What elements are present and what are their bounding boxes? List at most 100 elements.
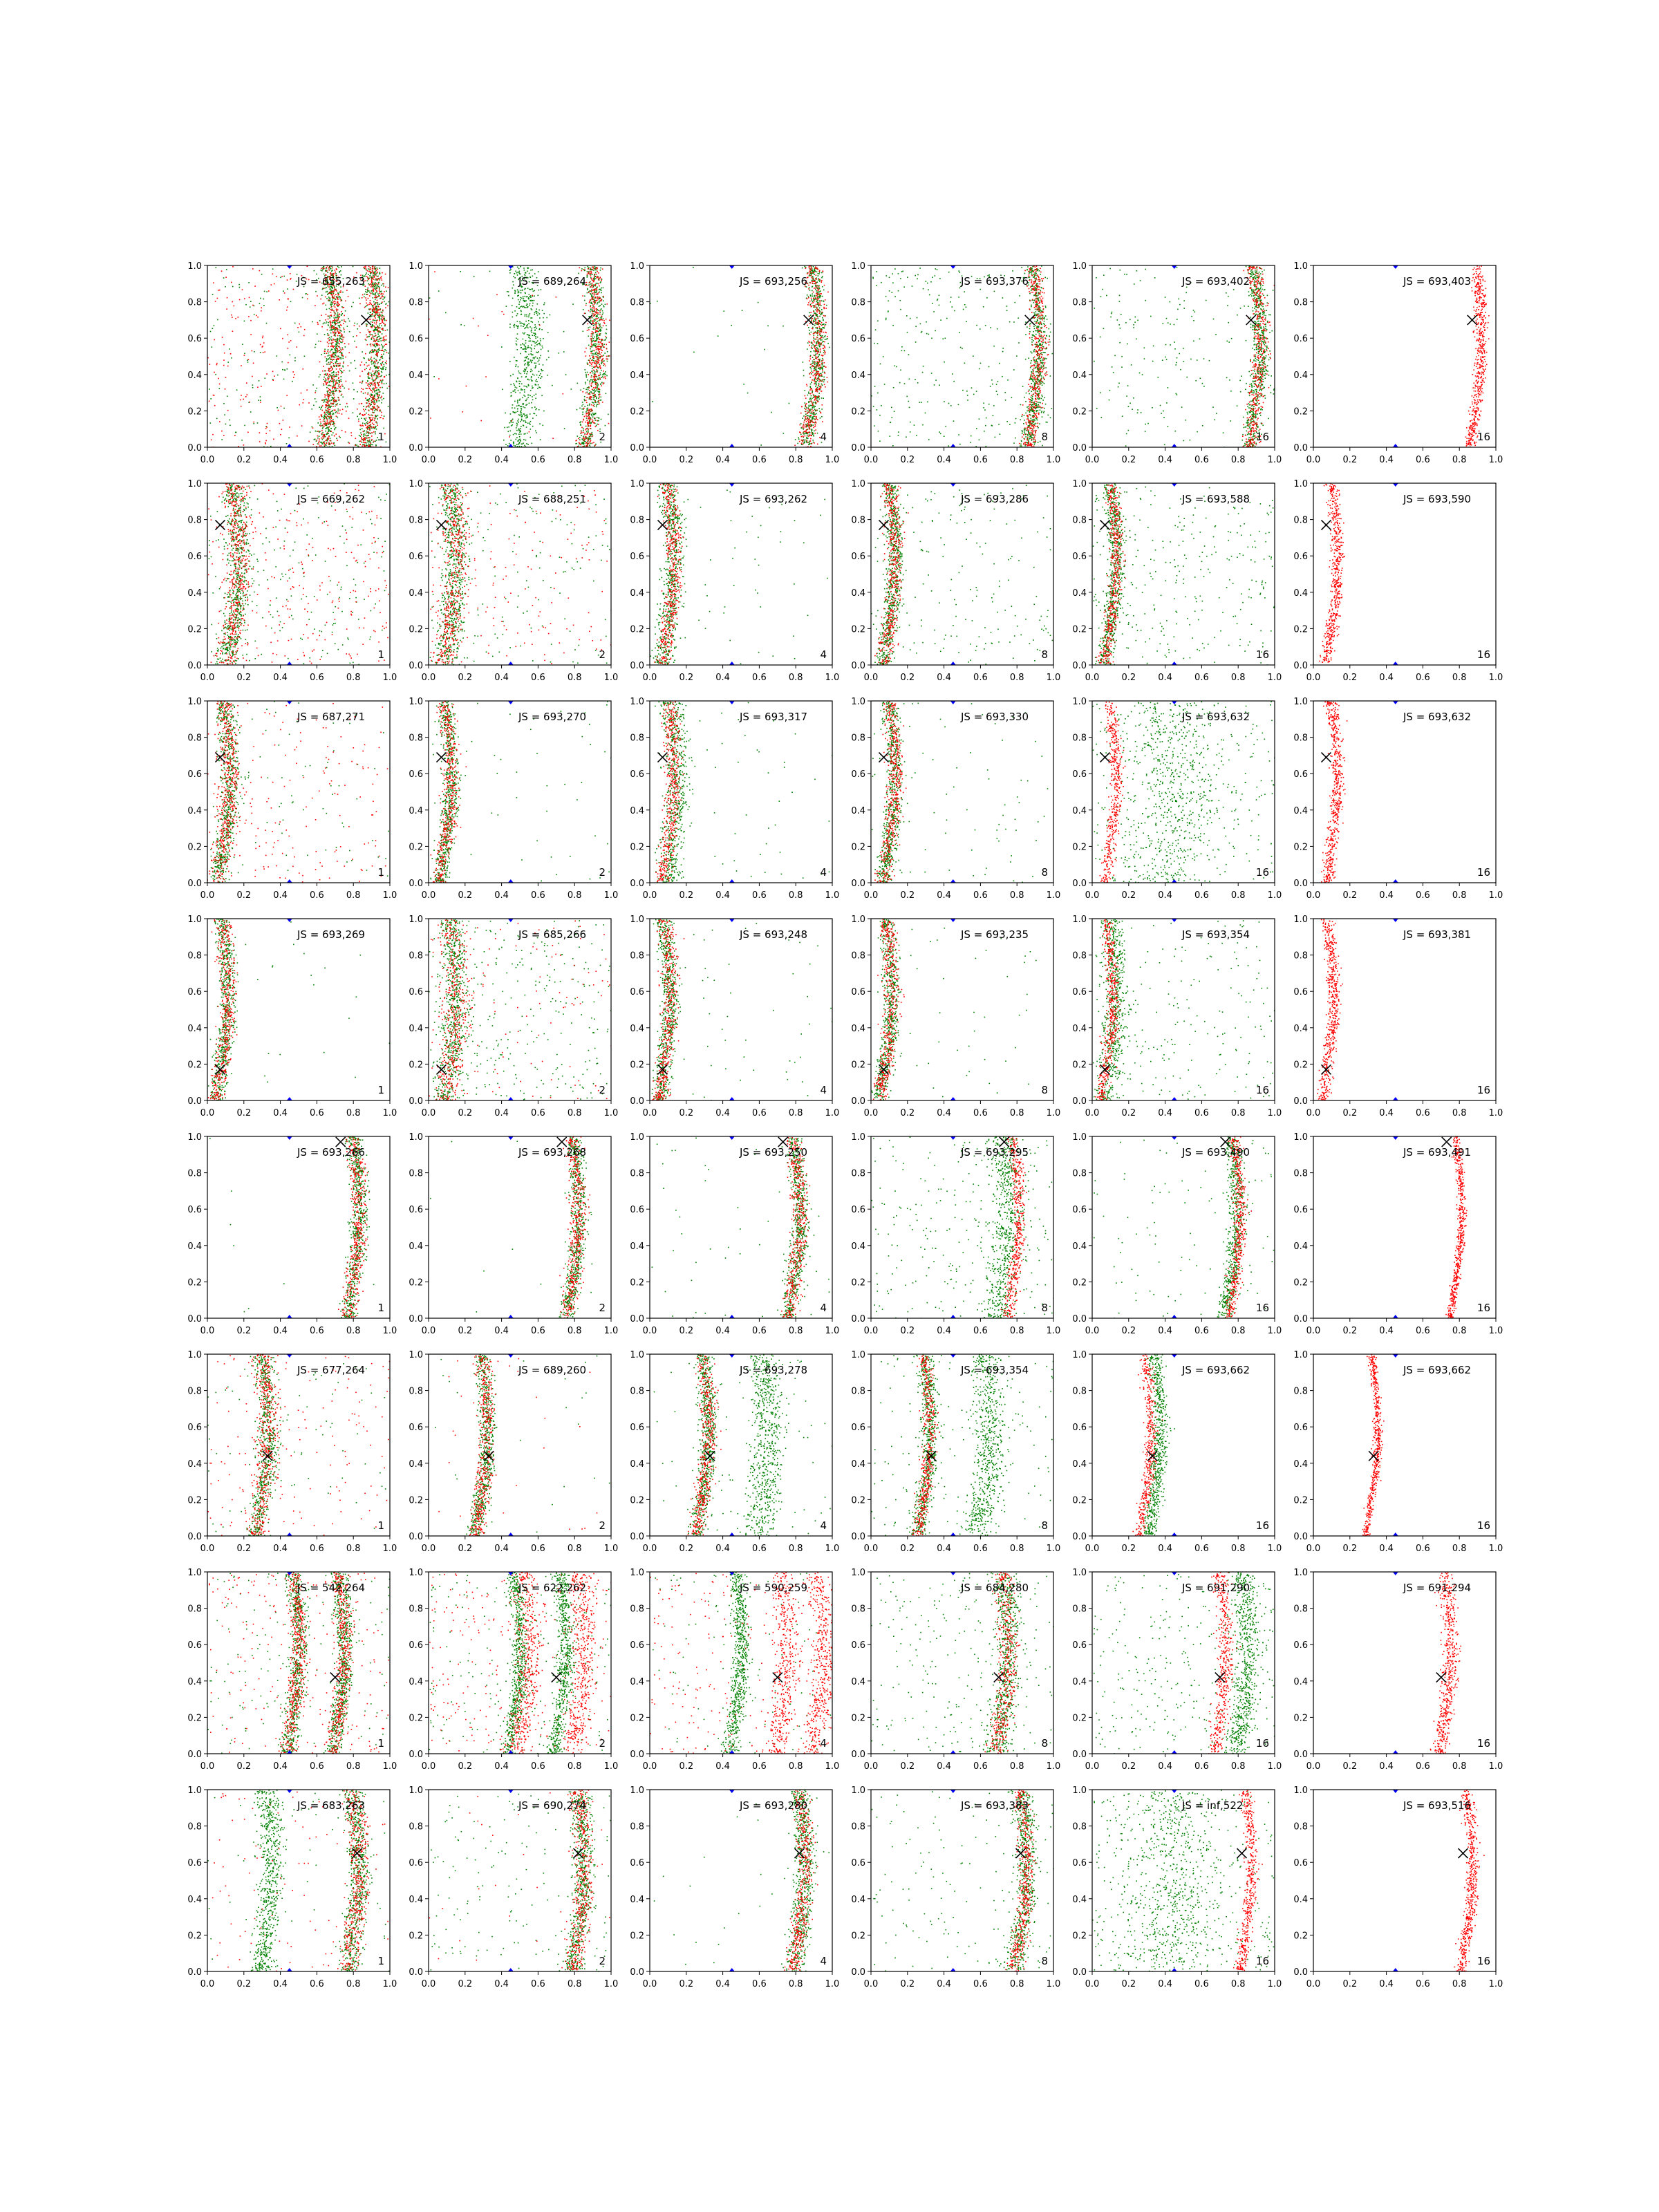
point [216,418,218,420]
point [377,302,379,303]
point [366,303,368,304]
point [608,414,609,415]
point [652,401,653,402]
point [586,434,588,435]
point [531,321,532,322]
point [337,297,338,299]
point [373,412,374,413]
point [593,405,594,406]
point [348,365,349,366]
point [342,397,344,398]
point [362,294,364,296]
point [588,310,590,312]
point [572,303,574,305]
point [223,435,225,436]
point [743,384,744,385]
point [518,308,520,309]
point [379,392,380,393]
point [335,294,337,295]
point [338,400,339,401]
point [353,398,355,400]
point [374,395,375,396]
point [357,409,358,410]
x-tick-label: 0.6 [310,455,324,465]
point [528,297,529,299]
point [371,439,373,440]
point [337,328,339,330]
point [359,326,360,327]
point [322,436,324,438]
point [383,294,384,295]
point [813,435,814,437]
point [809,412,810,413]
point [587,379,588,381]
point [372,306,373,307]
point [524,360,525,362]
point [326,427,328,428]
point [365,438,366,439]
point [816,301,817,302]
point [387,306,388,307]
point [592,366,593,367]
point [599,377,600,378]
point [507,445,509,447]
point [592,321,594,323]
point [824,350,825,351]
point [335,363,337,364]
point [517,290,518,291]
point [370,396,371,397]
point [603,306,605,308]
point [241,395,242,396]
point [433,376,435,377]
point [371,282,373,283]
point [317,443,319,444]
point [330,413,331,415]
point [590,396,592,397]
point [333,346,335,347]
point [590,350,592,352]
point [346,411,347,412]
y-tick-label: 0.2 [409,406,423,417]
point [279,423,281,424]
point [534,324,536,326]
point [524,307,525,308]
point [371,364,373,365]
point [337,417,338,418]
point [313,444,315,445]
point [375,294,376,295]
point [528,385,529,386]
point [592,419,593,420]
point [373,379,375,381]
point [598,272,599,274]
point [587,445,588,447]
point [531,330,532,331]
point [535,398,536,400]
point [385,369,386,371]
point [543,364,544,366]
point [544,302,545,303]
point [525,359,526,361]
point [328,385,329,386]
point [381,319,382,321]
point [344,321,346,322]
point [599,279,600,281]
point [509,443,510,444]
point [514,292,516,294]
point [605,371,606,373]
point [592,353,594,355]
point [328,403,329,404]
point [331,357,332,358]
point [532,386,533,387]
point [586,418,588,419]
point [592,420,594,422]
point [326,414,327,415]
point [597,371,598,373]
point [371,293,372,294]
point [286,310,288,311]
point [590,391,592,393]
point [603,344,605,345]
point [337,411,339,412]
point [596,364,597,366]
point [276,355,278,357]
point [335,401,336,402]
